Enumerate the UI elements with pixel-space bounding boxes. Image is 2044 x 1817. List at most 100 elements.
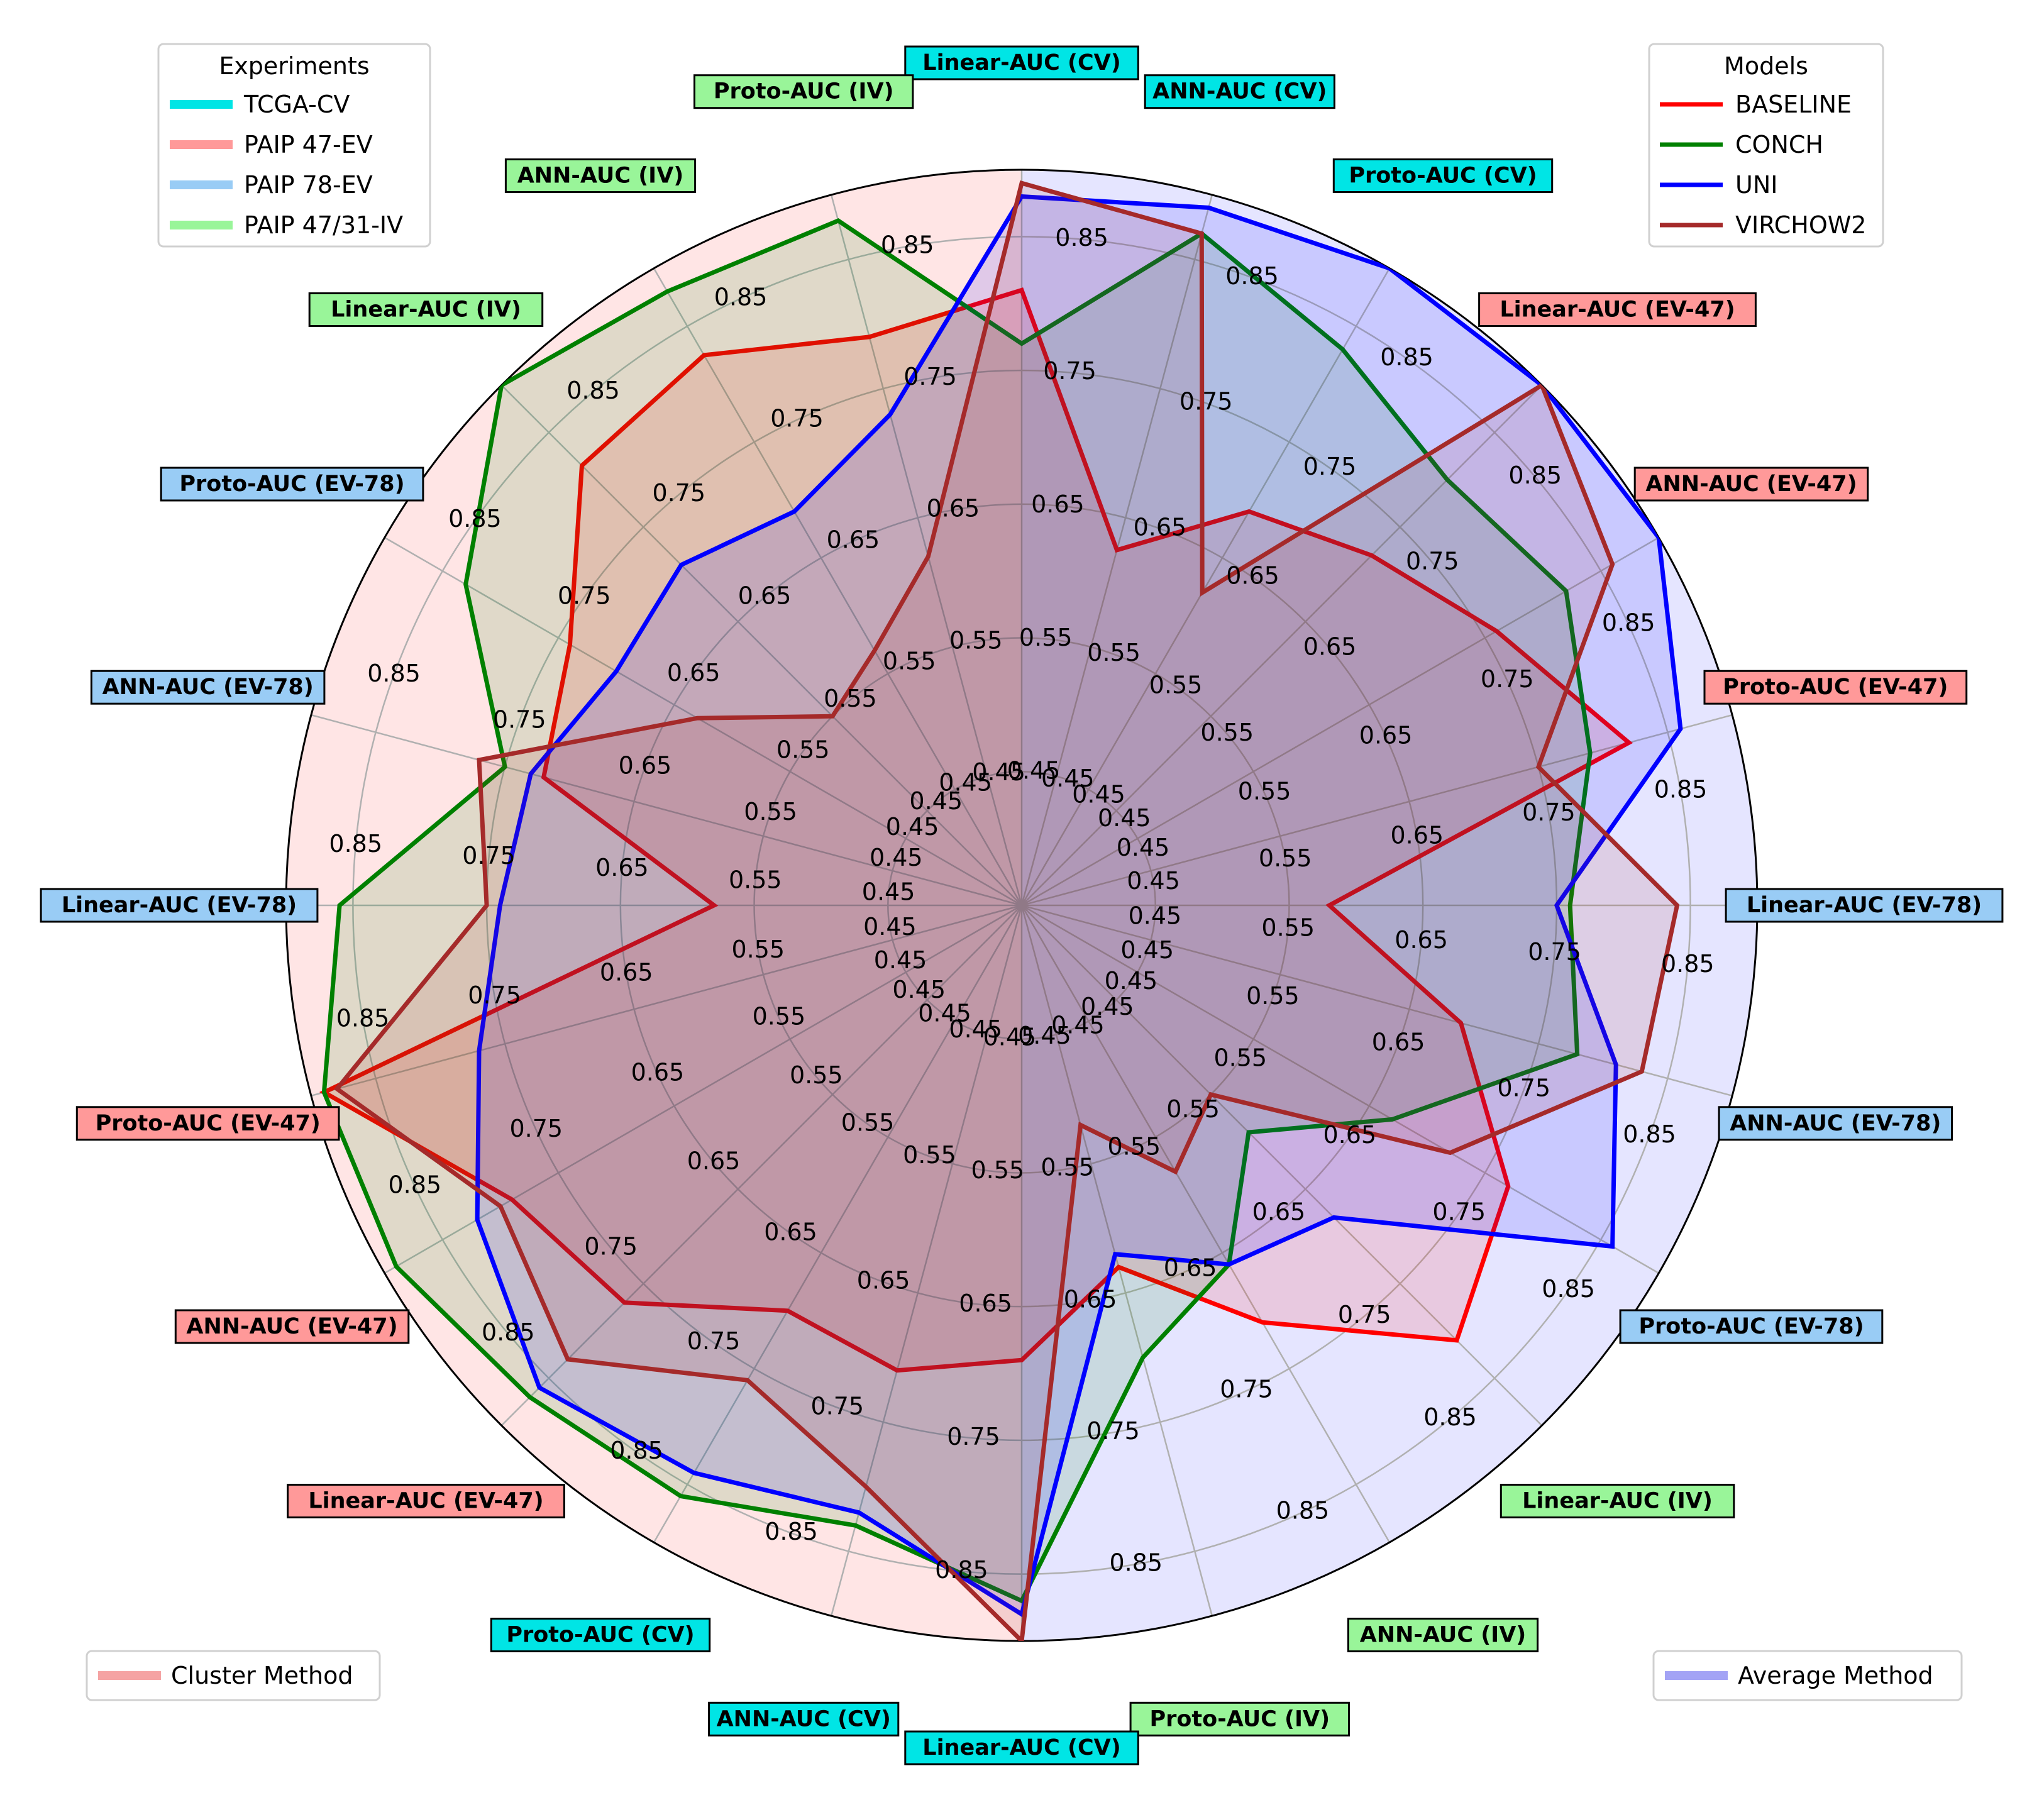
radial-tick-label: 0.55: [1213, 1044, 1267, 1072]
series-line-baseline: [319, 287, 1633, 1373]
axis-label-box: [1347, 1618, 1539, 1652]
axis-label-linear-auc-cv: Linear-AUC (CV): [904, 45, 1139, 80]
axis-label-box: [1703, 670, 1968, 705]
series-line-virchow2: [333, 180, 1680, 1641]
radial-tick-label: 0.45: [949, 1015, 1002, 1043]
models-legend-frame: [1648, 43, 1884, 248]
radial-tick-label: 0.75: [1220, 1376, 1273, 1403]
radial-tick-label: 0.85: [1623, 1120, 1676, 1148]
radial-tick-label: 0.75: [1406, 547, 1459, 575]
series-virchow2: [333, 180, 1680, 1641]
cluster-method-label: Cluster Method: [171, 1662, 353, 1689]
radial-tick-label: 0.85: [935, 1556, 988, 1584]
axis-label-text: ANN-AUC (EV-47): [1645, 472, 1857, 497]
radial-tick-label: 0.75: [1528, 938, 1581, 966]
radial-tick-label: 0.75: [1481, 665, 1534, 693]
legend-label: PAIP 47/31-IV: [244, 211, 403, 239]
axis-label-text: Proto-AUC (CV): [1349, 163, 1537, 189]
axis-label-text: ANN-AUC (IV): [517, 163, 684, 189]
axis-label-text: Linear-AUC (EV-47): [308, 1489, 543, 1514]
radial-tick-label: 0.85: [329, 830, 382, 858]
radial-tick-label: 0.85: [714, 283, 768, 311]
radial-tick-label: 0.65: [927, 495, 980, 522]
axis-label-ann-auc-cv: ANN-AUC (CV): [708, 1701, 900, 1737]
legend-item-paip-47-ev: PAIP 47-EV: [170, 131, 373, 158]
grid-spoke: [1020, 268, 1391, 906]
radial-tick-label: 0.85: [448, 505, 502, 533]
radial-tick-label: 0.55: [753, 1002, 806, 1030]
axis-label-box: [287, 1484, 565, 1518]
series-area-uni: [477, 196, 1681, 1615]
radial-tick-label: 0.65: [1226, 562, 1279, 590]
radial-tick-label: 0.85: [1602, 609, 1655, 637]
legend-item-baseline: BASELINE: [1660, 91, 1852, 118]
radial-tick-label: 0.45: [1117, 834, 1170, 861]
grid-spoke: [1020, 905, 1213, 1616]
radial-tick-label: 0.55: [790, 1061, 843, 1089]
legend-label: BASELINE: [1735, 91, 1852, 118]
axis-label-box: [504, 158, 697, 193]
radial-tick-label: 0.75: [509, 1115, 563, 1142]
series-line-uni: [475, 194, 1683, 1618]
radial-tick-label: 0.65: [1395, 926, 1448, 954]
radial-tick-label: 0.55: [776, 736, 830, 764]
radial-tick-label: 0.85: [1225, 262, 1279, 290]
radial-tick-label: 0.45: [892, 976, 946, 1003]
radial-tick-label: 0.65: [857, 1267, 910, 1295]
radial-tick-label: 0.65: [595, 854, 649, 881]
radial-tick-label: 0.55: [971, 1156, 1024, 1184]
radial-tick-label: 0.45: [909, 787, 963, 815]
radial-tick-label: 0.55: [903, 1141, 956, 1169]
legend-label: PAIP 78-EV: [244, 171, 373, 199]
axis-label-text: Proto-AUC (EV-78): [179, 472, 404, 497]
axis-label-proto-auc-cv: Proto-AUC (CV): [1332, 158, 1554, 193]
radial-tick-label: 0.55: [949, 626, 1003, 654]
grid-spoke: [1021, 384, 1543, 906]
radial-tick-label: 0.55: [883, 647, 936, 675]
axis-label-text: Proto-AUC (CV): [506, 1623, 694, 1648]
axis-label-linear-auc-iv: Linear-AUC (IV): [308, 292, 544, 327]
radial-tick-label: 0.85: [1542, 1275, 1595, 1303]
axis-label-text: Linear-AUC (IV): [1522, 1489, 1713, 1514]
radial-tick-label: 0.55: [1166, 1095, 1220, 1123]
axis-label-box: [40, 888, 319, 923]
radial-tick-label: 0.55: [1238, 778, 1291, 805]
radial-tick-label: 0.55: [824, 685, 877, 712]
radial-tick-label: 0.75: [1043, 357, 1097, 385]
radial-tick-label: 0.65: [1031, 490, 1085, 518]
axis-label-proto-auc-ev-47: Proto-AUC (EV-47): [1703, 670, 1968, 705]
series-area-virchow2: [337, 183, 1677, 1641]
axis-label-ann-auc-cv: ANN-AUC (CV): [1144, 74, 1335, 109]
average-legend-frame: [1652, 1650, 1963, 1701]
radial-tick-label: 0.65: [764, 1218, 817, 1245]
legend-label: UNI: [1735, 171, 1777, 199]
series-line-conch: [321, 218, 1593, 1604]
axis-label-box: [1619, 1309, 1884, 1344]
radial-tick-label: 0.85: [1508, 461, 1562, 489]
axis-label-box: [1332, 158, 1554, 193]
axis-label-box: [174, 1309, 410, 1344]
radial-tick-label: 0.85: [1380, 343, 1434, 371]
radial-tick-label: 0.55: [1261, 914, 1315, 942]
grid-spoke: [311, 714, 1022, 907]
axis-label-text: ANN-AUC (IV): [1360, 1623, 1527, 1648]
axis-label-proto-auc-cv: Proto-AUC (CV): [490, 1618, 711, 1652]
axis-label-box: [1144, 74, 1335, 109]
experiments-legend-title: Experiments: [219, 52, 369, 80]
series-baseline: [319, 287, 1633, 1373]
radial-tick-label: 0.45: [1041, 765, 1095, 792]
radial-tick-label: 0.85: [1109, 1549, 1163, 1577]
radial-tick-label: 0.75: [810, 1392, 864, 1420]
radial-tick-label: 0.55: [744, 798, 797, 826]
radial-tick-label: 0.45: [1007, 757, 1061, 785]
radial-tick-label: 0.45: [1129, 902, 1182, 930]
axis-label-ann-auc-ev-78: ANN-AUC (EV-78): [90, 670, 326, 705]
grid-spoke: [311, 904, 1022, 1097]
polar-grid: [285, 168, 1759, 1642]
radial-tick-label: 0.75: [903, 363, 957, 390]
grid-spoke: [653, 268, 1023, 906]
axis-label-box: [1500, 1484, 1735, 1518]
radial-tick-label: 0.75: [1432, 1198, 1486, 1226]
radial-tick-label: 0.75: [1179, 388, 1233, 416]
